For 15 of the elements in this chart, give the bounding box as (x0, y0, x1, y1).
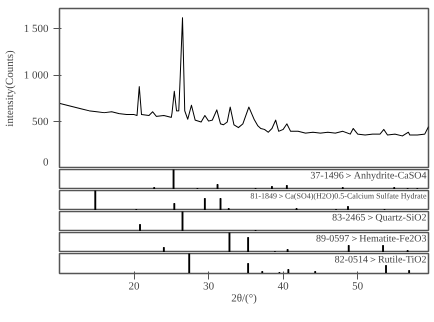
chart-title: 37-1496＞Anhydrite-CaSO4 (310, 170, 427, 182)
x-tick-label: 20 (128, 280, 140, 292)
y-tick-label: 1 500 (24, 22, 49, 35)
x-tick-label: 30 (203, 280, 215, 292)
chart-title: 89-0597＞Hematite-Fe2O3 (316, 234, 427, 244)
chart-title: 82-0514＞Rutile-TiO2 (334, 254, 427, 266)
y-tick-label: 1 000 (24, 69, 49, 82)
x-axis-title: 2θ/(°) (231, 292, 258, 304)
chart-title: 83-2465＞Quartz-SiO2 (332, 212, 427, 224)
x-tick-label: 50 (352, 280, 364, 292)
y-tick-label: 500 (32, 116, 49, 128)
chart-title: 81-1849＞Ca(SO4)(H2O)0.5-Calcium Sulfate Hydrate (250, 192, 427, 200)
y-tick-label: 0 (43, 156, 49, 168)
x-tick-label: 40 (278, 280, 290, 292)
y-axis-title: intensity(Counts) (4, 50, 16, 127)
